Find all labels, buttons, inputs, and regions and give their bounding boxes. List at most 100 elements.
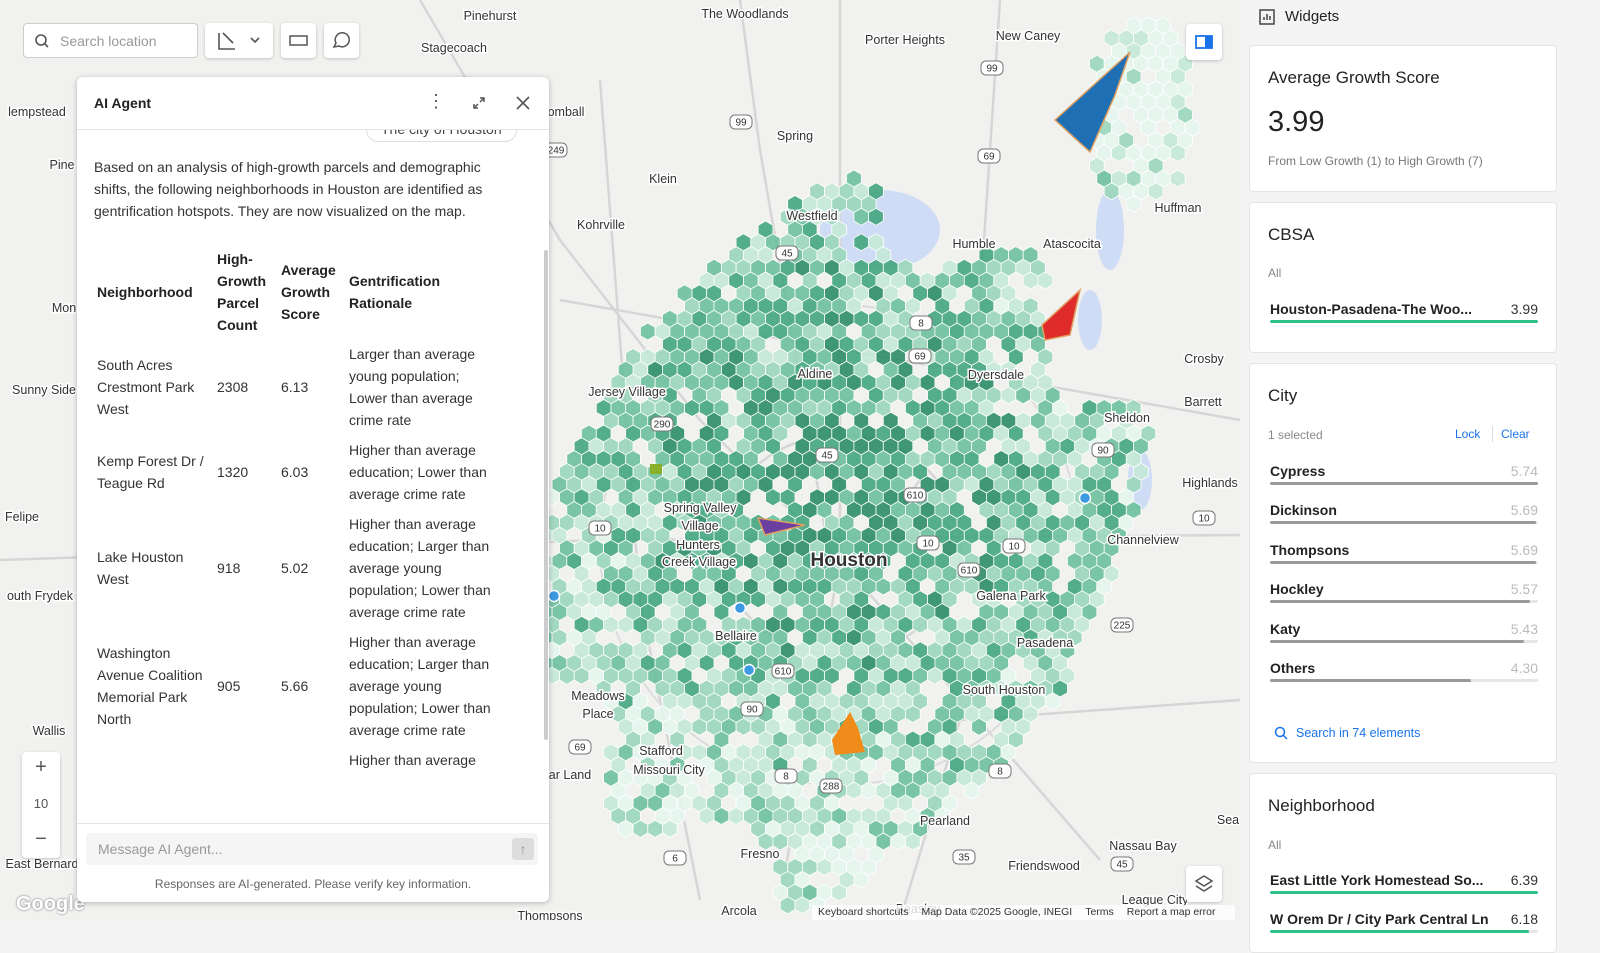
table-cell: 6.03 bbox=[281, 464, 309, 480]
layers-icon bbox=[1194, 875, 1214, 892]
list-item[interactable]: Houston-Pasadena-The Woo... 3.99 bbox=[1270, 301, 1538, 323]
search-box[interactable]: Search location bbox=[23, 23, 198, 58]
hex-cell bbox=[750, 590, 766, 609]
card-title: CBSA bbox=[1268, 225, 1315, 244]
close-button[interactable] bbox=[515, 95, 531, 111]
list-item[interactable]: W Orem Dr / City Park Central Ln 6.18 bbox=[1270, 911, 1538, 933]
hex-cell bbox=[713, 807, 730, 825]
comment-tool[interactable] bbox=[324, 23, 359, 58]
road-shield-label: 45 bbox=[1116, 860, 1128, 871]
place-label: League City bbox=[1122, 893, 1189, 907]
draw-icon bbox=[218, 32, 260, 50]
road-shield bbox=[952, 849, 976, 865]
search-elements[interactable]: Search in 74 elements bbox=[1296, 726, 1421, 740]
road-shield-label: 290 bbox=[654, 420, 671, 431]
road-shield-label: 90 bbox=[746, 705, 758, 716]
message-input[interactable]: Message AI Agent... ↑ bbox=[86, 833, 538, 865]
filter-label: All bbox=[1268, 266, 1282, 280]
table-cell: 2308 bbox=[217, 379, 249, 395]
place-label: Nassau Bay bbox=[1109, 839, 1177, 853]
draw-tool[interactable] bbox=[205, 23, 273, 58]
table-cell: 1320 bbox=[217, 464, 249, 480]
road-shield bbox=[957, 562, 981, 578]
layers-button[interactable] bbox=[1186, 866, 1222, 902]
table-row: Kemp Forest Dr / Teague Rd 1320 6.03 Higher… bbox=[94, 435, 504, 509]
value-bar bbox=[1270, 930, 1530, 933]
table-header: High-Growth Parcel Count bbox=[217, 251, 266, 333]
lock-button[interactable]: Lock bbox=[1455, 427, 1481, 441]
disclaimer: Responses are AI-generated. Please verif… bbox=[154, 877, 472, 891]
road-shield bbox=[908, 348, 932, 364]
value-bar bbox=[1270, 891, 1538, 894]
list-item[interactable]: Katy 5.43 bbox=[1270, 621, 1538, 643]
table-cell: Higher than average education; Lower tha… bbox=[349, 442, 487, 502]
menu-button[interactable]: ⋮ bbox=[427, 91, 445, 111]
item-name: Others bbox=[1270, 660, 1316, 676]
user-message: The city of Houston bbox=[366, 130, 517, 142]
hex-cell bbox=[853, 870, 869, 889]
place-label: Thompsons bbox=[517, 909, 582, 920]
table-cell: 918 bbox=[217, 560, 241, 576]
road-shield-label: 10 bbox=[594, 524, 606, 535]
list-item[interactable]: Others 4.30 bbox=[1270, 660, 1538, 682]
place-label: New Caney bbox=[996, 29, 1061, 43]
place-label: Village bbox=[681, 519, 718, 533]
place-label: Dyersdale bbox=[968, 368, 1024, 382]
hex-cell bbox=[1111, 144, 1127, 162]
expand-button[interactable] bbox=[471, 95, 487, 111]
list-item[interactable]: East Little York Homestead So... 6.39 bbox=[1270, 872, 1538, 894]
hex-cell bbox=[971, 717, 987, 736]
footer-link[interactable]: Keyboard shortcuts bbox=[818, 906, 909, 918]
place-label: Crosby bbox=[1184, 352, 1224, 366]
place-label: Sea bbox=[1217, 813, 1239, 827]
footer-link[interactable]: Map Data ©2025 Google, INEGI bbox=[921, 906, 1073, 918]
table-cell: Lake Houston West bbox=[97, 549, 184, 587]
road-shield bbox=[1192, 510, 1216, 526]
zoom-out[interactable]: − bbox=[35, 828, 47, 850]
list-item[interactable]: Cypress 5.74 bbox=[1270, 463, 1538, 485]
panel-toggle[interactable] bbox=[1186, 24, 1222, 60]
hex-cell bbox=[1170, 144, 1186, 162]
card-title: Neighborhood bbox=[1268, 796, 1375, 815]
place-label: ar Land bbox=[549, 768, 591, 782]
place-label: Barrett bbox=[1184, 395, 1222, 409]
zoom-in[interactable]: + bbox=[35, 756, 47, 778]
road-shield bbox=[903, 487, 927, 503]
place-label: Creek Village bbox=[662, 555, 736, 569]
table-cell: Kemp Forest Dr / Teague Rd bbox=[97, 453, 204, 491]
road-shield-label: 69 bbox=[574, 743, 586, 754]
agent-reply: Based on an analysis of high-growth parc… bbox=[94, 159, 483, 219]
place-label: Wallis bbox=[33, 724, 66, 738]
place-label: Galena Park bbox=[976, 589, 1046, 603]
table-row-partial: Higher than average bbox=[94, 745, 504, 775]
filter-label: All bbox=[1268, 838, 1282, 852]
send-button[interactable]: ↑ bbox=[512, 838, 534, 860]
footer-link[interactable]: Terms bbox=[1085, 906, 1114, 918]
list-item[interactable]: Hockley 5.57 bbox=[1270, 581, 1538, 604]
item-value: 3.99 bbox=[1510, 301, 1538, 317]
item-value: 5.74 bbox=[1510, 463, 1538, 479]
table-header-row: Neighborhood High-Growth Parcel Count Aver… bbox=[94, 245, 504, 339]
road-shield-label: 10 bbox=[922, 539, 934, 550]
place-label: Sunny Side bbox=[12, 383, 76, 397]
item-value: 5.57 bbox=[1510, 581, 1538, 598]
widgets-icon bbox=[1259, 9, 1275, 25]
place-label: Missouri City bbox=[633, 763, 705, 777]
footer-link[interactable]: Report a map error bbox=[1126, 906, 1216, 918]
hex-cell bbox=[831, 883, 847, 902]
table-header: Average Growth Score bbox=[281, 262, 336, 322]
ruler-tool[interactable] bbox=[281, 23, 316, 58]
place-label: Sheldon bbox=[1104, 411, 1150, 425]
list-item[interactable]: Thompsons 5.69 bbox=[1270, 542, 1538, 564]
hex-cell bbox=[1037, 271, 1054, 290]
filter-label: 1 selected bbox=[1268, 428, 1323, 442]
place-label: Stafford bbox=[639, 744, 683, 758]
hex-cell bbox=[905, 705, 921, 723]
place-label: Place bbox=[582, 707, 613, 721]
list-item[interactable]: Dickinson 5.69 bbox=[1270, 502, 1538, 525]
clear-button[interactable]: Clear bbox=[1501, 427, 1530, 441]
hotspot-area bbox=[1053, 51, 1131, 154]
divider bbox=[77, 823, 549, 824]
item-value: 4.30 bbox=[1510, 660, 1538, 676]
